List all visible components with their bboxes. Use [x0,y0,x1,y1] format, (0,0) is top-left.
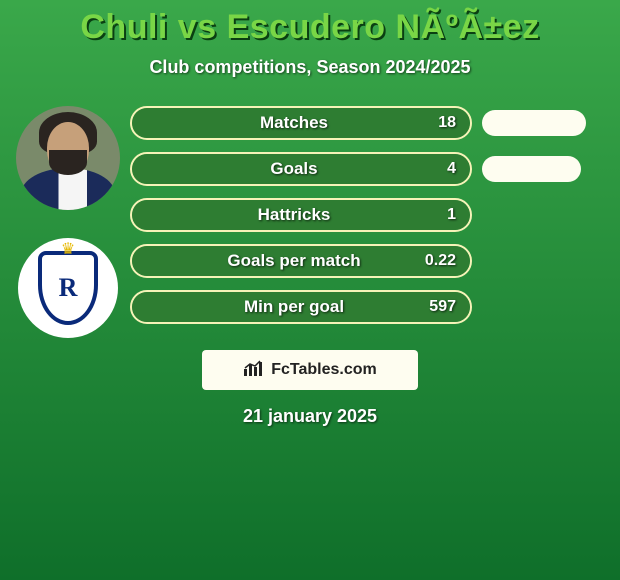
stat-bar-left: Hattricks 1 [130,198,472,232]
stat-ellipse-right [482,156,581,182]
stat-row: Hattricks 1 [130,198,610,232]
stat-label: Hattricks [258,205,331,225]
stat-row: Goals per match 0.22 [130,244,610,278]
stat-label: Goals per match [227,251,360,271]
content-row: ♛ R Matches 18 Goals 4 Hattricks 1 Goals per m… [0,106,620,338]
stat-bars: Matches 18 Goals 4 Hattricks 1 Goals per match… [128,106,612,338]
avatar-body [21,168,115,210]
stat-label: Matches [260,113,328,133]
avatar-beard [49,150,86,175]
stat-bar-left: Matches 18 [130,106,472,140]
stat-label: Goals [270,159,317,179]
stat-bar-left: Min per goal 597 [130,290,472,324]
stat-ellipse-right [482,110,586,136]
brand-badge: FcTables.com [202,350,418,390]
subtitle: Club competitions, Season 2024/2025 [0,57,620,78]
infographic-root: Chuli vs Escudero NÃºÃ±ez Club competiti… [0,0,620,580]
chart-icon [243,359,265,382]
stat-row: Matches 18 [130,106,610,140]
stat-value: 18 [438,114,456,132]
stat-bar-left: Goals per match 0.22 [130,244,472,278]
date-label: 21 january 2025 [0,406,620,427]
crest-shield: ♛ R [38,251,98,325]
left-column: ♛ R [8,106,128,338]
stat-value: 597 [429,298,456,316]
club-badge: ♛ R [18,238,118,338]
stat-row: Min per goal 597 [130,290,610,324]
stat-value: 4 [447,160,456,178]
stat-bar-left: Goals 4 [130,152,472,186]
stat-value: 1 [447,206,456,224]
stat-row: Goals 4 [130,152,610,186]
stat-label: Min per goal [244,297,344,317]
page-title: Chuli vs Escudero NÃºÃ±ez [0,0,620,47]
crest-letter: R [59,273,78,303]
player-avatar [16,106,120,210]
brand-label: FcTables.com [271,361,377,379]
crown-icon: ♛ [61,239,75,259]
stat-value: 0.22 [425,252,456,270]
